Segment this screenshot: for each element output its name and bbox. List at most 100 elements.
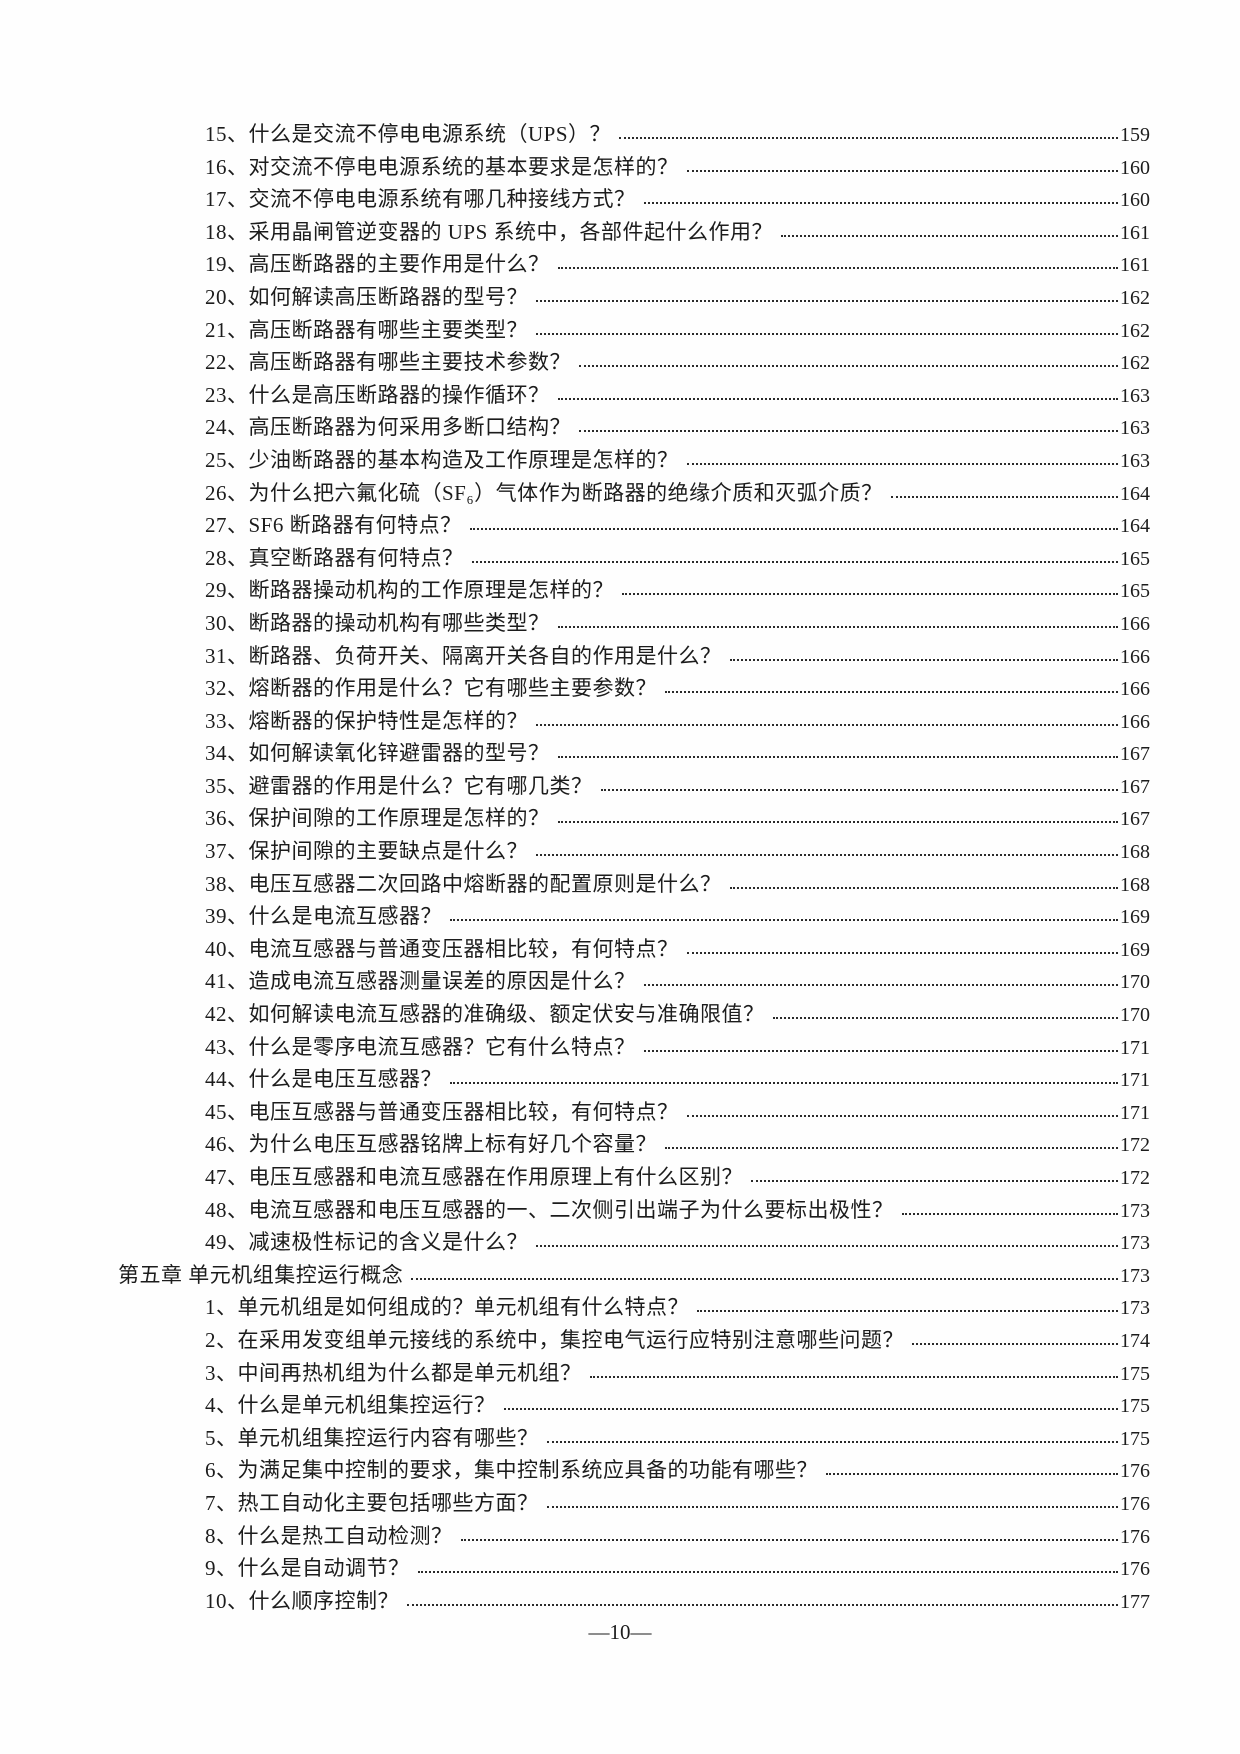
toc-entry[interactable]: 17、交流不停电电源系统有哪几种接线方式？ 160 <box>0 183 1150 216</box>
toc-entry[interactable]: 15、什么是交流不停电电源系统（UPS）？ 159 <box>0 118 1150 151</box>
toc-entry[interactable]: 46、为什么电压互感器铭牌上标有好几个容量？ 172 <box>0 1128 1150 1161</box>
toc-entry-label: 5、单元机组集控运行内容有哪些？ <box>205 1425 539 1450</box>
toc-entry[interactable]: 28、真空断路器有何特点？ 165 <box>0 542 1150 575</box>
dot-leader <box>460 1538 1118 1541</box>
toc-entry[interactable]: 44、什么是电压互感器？ 171 <box>0 1063 1150 1096</box>
dot-leader <box>471 560 1118 563</box>
dot-leader <box>697 1310 1118 1313</box>
toc-entry[interactable]: 27、SF6 断路器有何特点？ 164 <box>0 509 1150 542</box>
toc-entry[interactable]: 38、电压互感器二次回路中熔断器的配置原则是什么？ 168 <box>0 868 1150 901</box>
toc-entry[interactable]: 4、什么是单元机组集控运行？ 175 <box>0 1389 1150 1422</box>
toc-entry-label: 7、热工自动化主要包括哪些方面？ <box>205 1490 539 1515</box>
toc-entry[interactable]: 37、保护间隙的主要缺点是什么？ 168 <box>0 835 1150 868</box>
toc-entry-page: 176 <box>1120 1460 1150 1483</box>
toc-entry-page: 163 <box>1120 449 1150 472</box>
dot-leader <box>503 1408 1118 1411</box>
toc-entry[interactable]: 42、如何解读电流互感器的准确级、额定伏安与准确限值？ 170 <box>0 998 1150 1031</box>
toc-entry-label: 8、什么是热工自动检测？ <box>205 1523 453 1548</box>
toc-entry[interactable]: 10、什么顺序控制？ 177 <box>0 1585 1150 1618</box>
dot-leader <box>890 495 1118 498</box>
toc-entry-page: 164 <box>1120 515 1150 538</box>
toc-entry[interactable]: 47、电压互感器和电流互感器在作用原理上有什么区别？ 172 <box>0 1161 1150 1194</box>
dot-leader <box>417 1571 1118 1574</box>
toc-entry[interactable]: 18、采用晶闸管逆变器的 UPS 系统中，各部件起什么作用？ 161 <box>0 216 1150 249</box>
dot-leader <box>536 854 1118 857</box>
dot-leader <box>772 1017 1118 1020</box>
toc-entry[interactable]: 30、断路器的操动机构有哪些类型？ 166 <box>0 607 1150 640</box>
toc-entry[interactable]: 26、为什么把六氟化硫（SF₆）气体作为断路器的绝缘介质和灭弧介质？ 164 <box>0 477 1150 510</box>
toc-entry[interactable]: 43、什么是零序电流互感器？它有什么特点？ 171 <box>0 1031 1150 1064</box>
toc-chapter-heading[interactable]: 第五章 单元机组集控运行概念 173 <box>0 1259 1150 1292</box>
toc-entry[interactable]: 29、断路器操动机构的工作原理是怎样的？ 165 <box>0 574 1150 607</box>
toc-entry-label: 21、高压断路器有哪些主要类型？ <box>205 317 528 342</box>
toc-entry[interactable]: 3、中间再热机组为什么都是单元机组？ 175 <box>0 1357 1150 1390</box>
toc-entry-page: 177 <box>1120 1590 1150 1613</box>
toc-entry-page: 172 <box>1120 1167 1150 1189</box>
toc-entry[interactable]: 20、如何解读高压断路器的型号？ 162 <box>0 281 1150 314</box>
toc-entry[interactable]: 9、什么是自动调节？ 176 <box>0 1552 1150 1585</box>
toc-entry[interactable]: 1、单元机组是如何组成的？单元机组有什么特点？ 173 <box>0 1291 1150 1324</box>
toc-entry[interactable]: 31、断路器、负荷开关、隔离开关各自的作用是什么？ 166 <box>0 640 1150 673</box>
toc-entry[interactable]: 41、造成电流互感器测量误差的原因是什么？ 170 <box>0 965 1150 998</box>
dot-leader <box>643 984 1118 987</box>
toc-entry[interactable]: 45、电压互感器与普通变压器相比较，有何特点？ 171 <box>0 1096 1150 1129</box>
toc-entry-page: 172 <box>1120 1134 1150 1157</box>
dot-leader <box>686 169 1118 172</box>
toc-entry[interactable]: 2、在采用发变组单元接线的系统中，集控电气运行应特别注意哪些问题？ 174 <box>0 1324 1150 1357</box>
toc-entry[interactable]: 49、减速极性标记的含义是什么？ 173 <box>0 1226 1150 1259</box>
toc-entry[interactable]: 35、避雷器的作用是什么？它有哪几类？ 167 <box>0 770 1150 803</box>
toc-entry-page: 175 <box>1120 1395 1150 1418</box>
toc-entry-page: 171 <box>1120 1036 1150 1059</box>
toc-entry[interactable]: 19、高压断路器的主要作用是什么？ 161 <box>0 248 1150 281</box>
toc-entry-label: 49、减速极性标记的含义是什么？ <box>205 1230 528 1255</box>
toc-entry-page: 173 <box>1120 1232 1150 1255</box>
toc-entry-label: 32、熔断器的作用是什么？它有哪些主要参数？ <box>205 676 657 701</box>
toc-entry[interactable]: 36、保护间隙的工作原理是怎样的？ 167 <box>0 802 1150 835</box>
toc-entry-label: 10、什么顺序控制？ <box>205 1588 399 1613</box>
dot-leader <box>536 1245 1118 1248</box>
dot-leader <box>686 462 1118 465</box>
toc-entry[interactable]: 5、单元机组集控运行内容有哪些？ 175 <box>0 1422 1150 1455</box>
dot-leader <box>643 1049 1118 1052</box>
dot-leader <box>557 756 1118 759</box>
toc-entry[interactable]: 21、高压断路器有哪些主要类型？ 162 <box>0 314 1150 347</box>
table-of-contents: 15、什么是交流不停电电源系统（UPS）？ 159 16、对交流不停电电源系统的… <box>0 118 1150 1617</box>
toc-entry-label: 36、保护间隙的工作原理是怎样的？ <box>205 806 550 831</box>
toc-entry-page: 176 <box>1120 1525 1150 1548</box>
toc-entry-label: 33、熔断器的保护特性是怎样的？ <box>205 708 528 733</box>
toc-entry-page: 161 <box>1120 254 1150 277</box>
toc-entry[interactable]: 16、对交流不停电电源系统的基本要求是怎样的？ 160 <box>0 151 1150 184</box>
dot-leader <box>536 299 1118 302</box>
toc-entry[interactable]: 40、电流互感器与普通变压器相比较，有何特点？ 169 <box>0 933 1150 966</box>
toc-entry-label: 43、什么是零序电流互感器？它有什么特点？ <box>205 1034 636 1059</box>
toc-entry[interactable]: 22、高压断路器有哪些主要技术参数？ 162 <box>0 346 1150 379</box>
toc-entry[interactable]: 32、熔断器的作用是什么？它有哪些主要参数？ 166 <box>0 672 1150 705</box>
toc-entry-page: 162 <box>1120 286 1150 309</box>
toc-entry[interactable]: 39、什么是电流互感器？ 169 <box>0 900 1150 933</box>
toc-entry-page: 166 <box>1120 710 1150 733</box>
toc-entry[interactable]: 48、电流互感器和电压互感器的一、二次侧引出端子为什么要标出极性？ 173 <box>0 1194 1150 1227</box>
toc-entry-label: 18、采用晶闸管逆变器的 UPS 系统中，各部件起什么作用？ <box>205 219 774 244</box>
dot-leader <box>411 1277 1118 1280</box>
toc-entry[interactable]: 24、高压断路器为何采用多断口结构？ 163 <box>0 411 1150 444</box>
toc-entry-page: 160 <box>1120 189 1150 212</box>
toc-entry[interactable]: 8、什么是热工自动检测？ 176 <box>0 1520 1150 1553</box>
toc-entry-page: 173 <box>1120 1199 1150 1222</box>
toc-entry-label: 17、交流不停电电源系统有哪几种接线方式？ <box>205 187 636 212</box>
dot-leader <box>619 137 1118 139</box>
dot-leader <box>901 1212 1118 1215</box>
toc-entry[interactable]: 6、为满足集中控制的要求，集中控制系统应具备的功能有哪些？ 176 <box>0 1454 1150 1487</box>
toc-entry-page: 164 <box>1120 482 1150 505</box>
dot-leader <box>450 919 1118 922</box>
toc-entry-label: 45、电压互感器与普通变压器相比较，有何特点？ <box>205 1099 679 1124</box>
toc-entry-page: 173 <box>1120 1264 1150 1287</box>
dot-leader <box>643 202 1118 205</box>
toc-entry-label: 37、保护间隙的主要缺点是什么？ <box>205 839 528 864</box>
toc-entry[interactable]: 33、熔断器的保护特性是怎样的？ 166 <box>0 705 1150 738</box>
toc-entry-label: 4、什么是单元机组集控运行？ <box>205 1393 496 1418</box>
toc-entry[interactable]: 7、热工自动化主要包括哪些方面？ 176 <box>0 1487 1150 1520</box>
toc-entry[interactable]: 25、少油断路器的基本构造及工作原理是怎样的？ 163 <box>0 444 1150 477</box>
toc-entry[interactable]: 34、如何解读氧化锌避雷器的型号？ 167 <box>0 737 1150 770</box>
toc-entry[interactable]: 23、什么是高压断路器的操作循环？ 163 <box>0 379 1150 412</box>
toc-entry-page: 162 <box>1120 319 1150 342</box>
